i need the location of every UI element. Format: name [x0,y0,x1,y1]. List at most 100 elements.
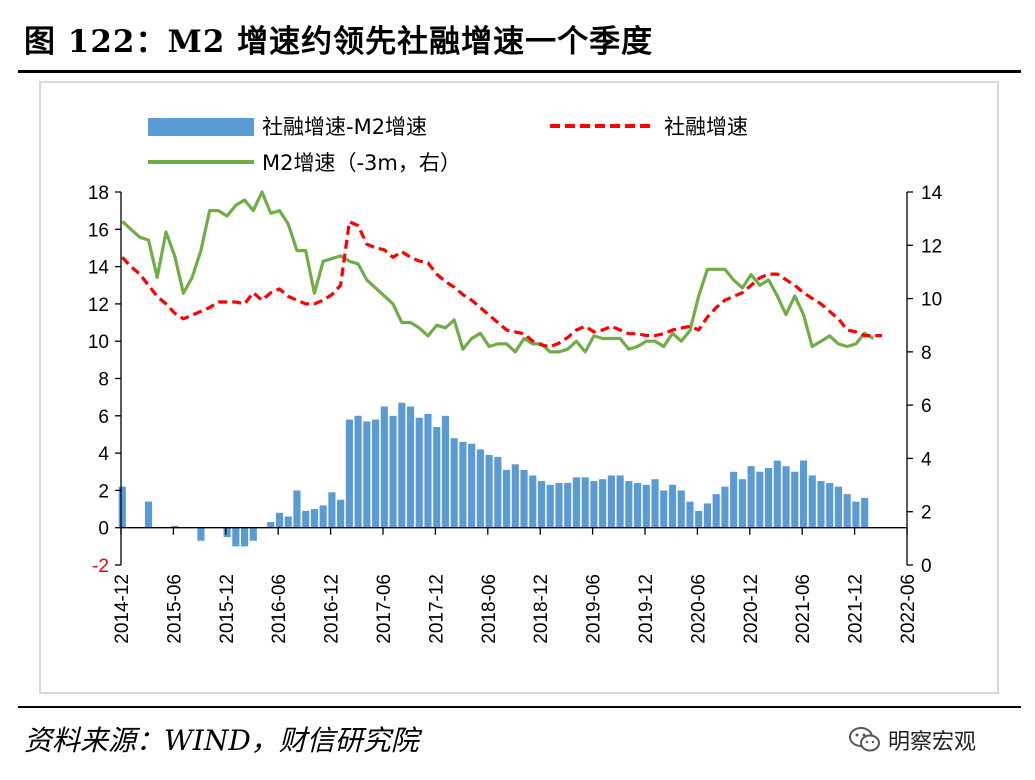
x-tick-label: 2016-06 [269,574,290,644]
right-tick-label: 0 [921,556,932,577]
bar [764,468,773,528]
bar [642,484,650,528]
bar [406,406,415,528]
bar [284,516,292,528]
bar [826,482,834,528]
right-tick-label: 4 [921,449,932,470]
left-tick-label: 8 [98,370,109,391]
bar [319,505,327,528]
right-tick-label: 2 [921,503,932,524]
x-tick-label: 2014-12 [112,574,133,644]
x-tick-label: 2020-12 [741,574,762,644]
x-tick-label: 2015-06 [164,574,185,644]
bar [485,454,493,528]
right-tick-label: 8 [921,343,932,364]
bar [118,486,126,528]
x-tick-label: 2020-06 [688,574,709,644]
bar [555,482,563,528]
bar [171,525,179,528]
x-tick-label: 2017-12 [426,574,447,644]
bar-series [118,402,869,547]
bar [293,490,301,528]
bar [782,466,790,528]
bar [773,460,781,528]
bar [380,406,388,528]
left-tick-label: 12 [88,295,109,316]
bar [354,415,362,528]
title-rule [18,70,1021,73]
left-tick-label: 14 [88,258,110,279]
bar [817,481,825,528]
bar [240,527,249,547]
bar [799,460,808,528]
bar [791,471,799,528]
left-tick-label: 16 [88,220,109,241]
bar [546,484,554,528]
bar [756,471,764,528]
bar [337,499,345,528]
bar [843,494,851,528]
source-note: 资料来源：WIND，财信研究院 [24,724,419,757]
x-tick-label: 2016-12 [322,574,343,644]
brand-badge: 明察宏观 [848,722,1008,758]
page-title: 图 122：M2 增速约领先社融增速一个季度 [24,24,654,60]
x-tick-label: 2015-12 [217,574,238,644]
bar [861,497,869,528]
left-tick-label: -2 [92,556,109,577]
legend-bar-label: 社融增速-M2增速 [262,115,427,139]
legend-bar-swatch [148,118,254,136]
bar [197,527,205,541]
bar [590,481,598,528]
left-tick-label: 4 [98,444,109,465]
bar [267,522,275,528]
legend: 社融增速-M2增速 社融增速 M2增速（-3m，右） [148,115,748,175]
x-tick-label: 2021-12 [846,574,867,644]
bar [686,501,694,528]
bar [738,479,746,528]
footer-rule [18,706,1021,708]
bar [712,494,720,528]
x-tick-label: 2017-06 [374,574,395,644]
x-tick-label: 2021-06 [793,574,814,644]
bar [529,475,537,528]
bar [345,419,353,528]
bar [398,402,406,528]
bar [310,509,319,528]
x-tick-label: 2018-06 [479,574,500,644]
bar [433,426,441,528]
bar [275,512,284,528]
axes: -2 0 2 4 6 8 10 12 14 16 18 0 2 4 6 8 10 12 14 2014-12 2015-… [88,183,943,644]
bar [328,492,336,528]
bar [747,466,755,528]
bar [730,471,738,528]
bar [633,482,642,528]
bar [476,449,484,528]
bar [415,417,423,528]
x-tick-label: 2019-12 [636,574,657,644]
bar [599,479,607,528]
bar [249,527,257,541]
bar [572,477,581,528]
bar [363,421,371,528]
x-tick-label: 2018-12 [531,574,552,644]
left-tick-label: 0 [98,519,109,540]
left-tick-label: 2 [98,481,109,502]
bar [502,469,511,528]
right-tick-label: 10 [921,290,942,311]
bar [371,419,380,528]
tsf-line [121,220,883,349]
bar [668,484,677,528]
bar [389,415,397,528]
left-tick-label: 10 [88,332,109,353]
bar [808,475,816,528]
bar [660,490,668,528]
bar [144,501,153,528]
left-tick-label: 6 [98,407,109,428]
bar [703,503,712,528]
legend-m2-label: M2增速（-3m，右） [262,151,461,175]
bar [625,481,633,528]
bar [223,527,231,538]
bar [424,413,432,528]
wechat-icon [849,727,880,752]
